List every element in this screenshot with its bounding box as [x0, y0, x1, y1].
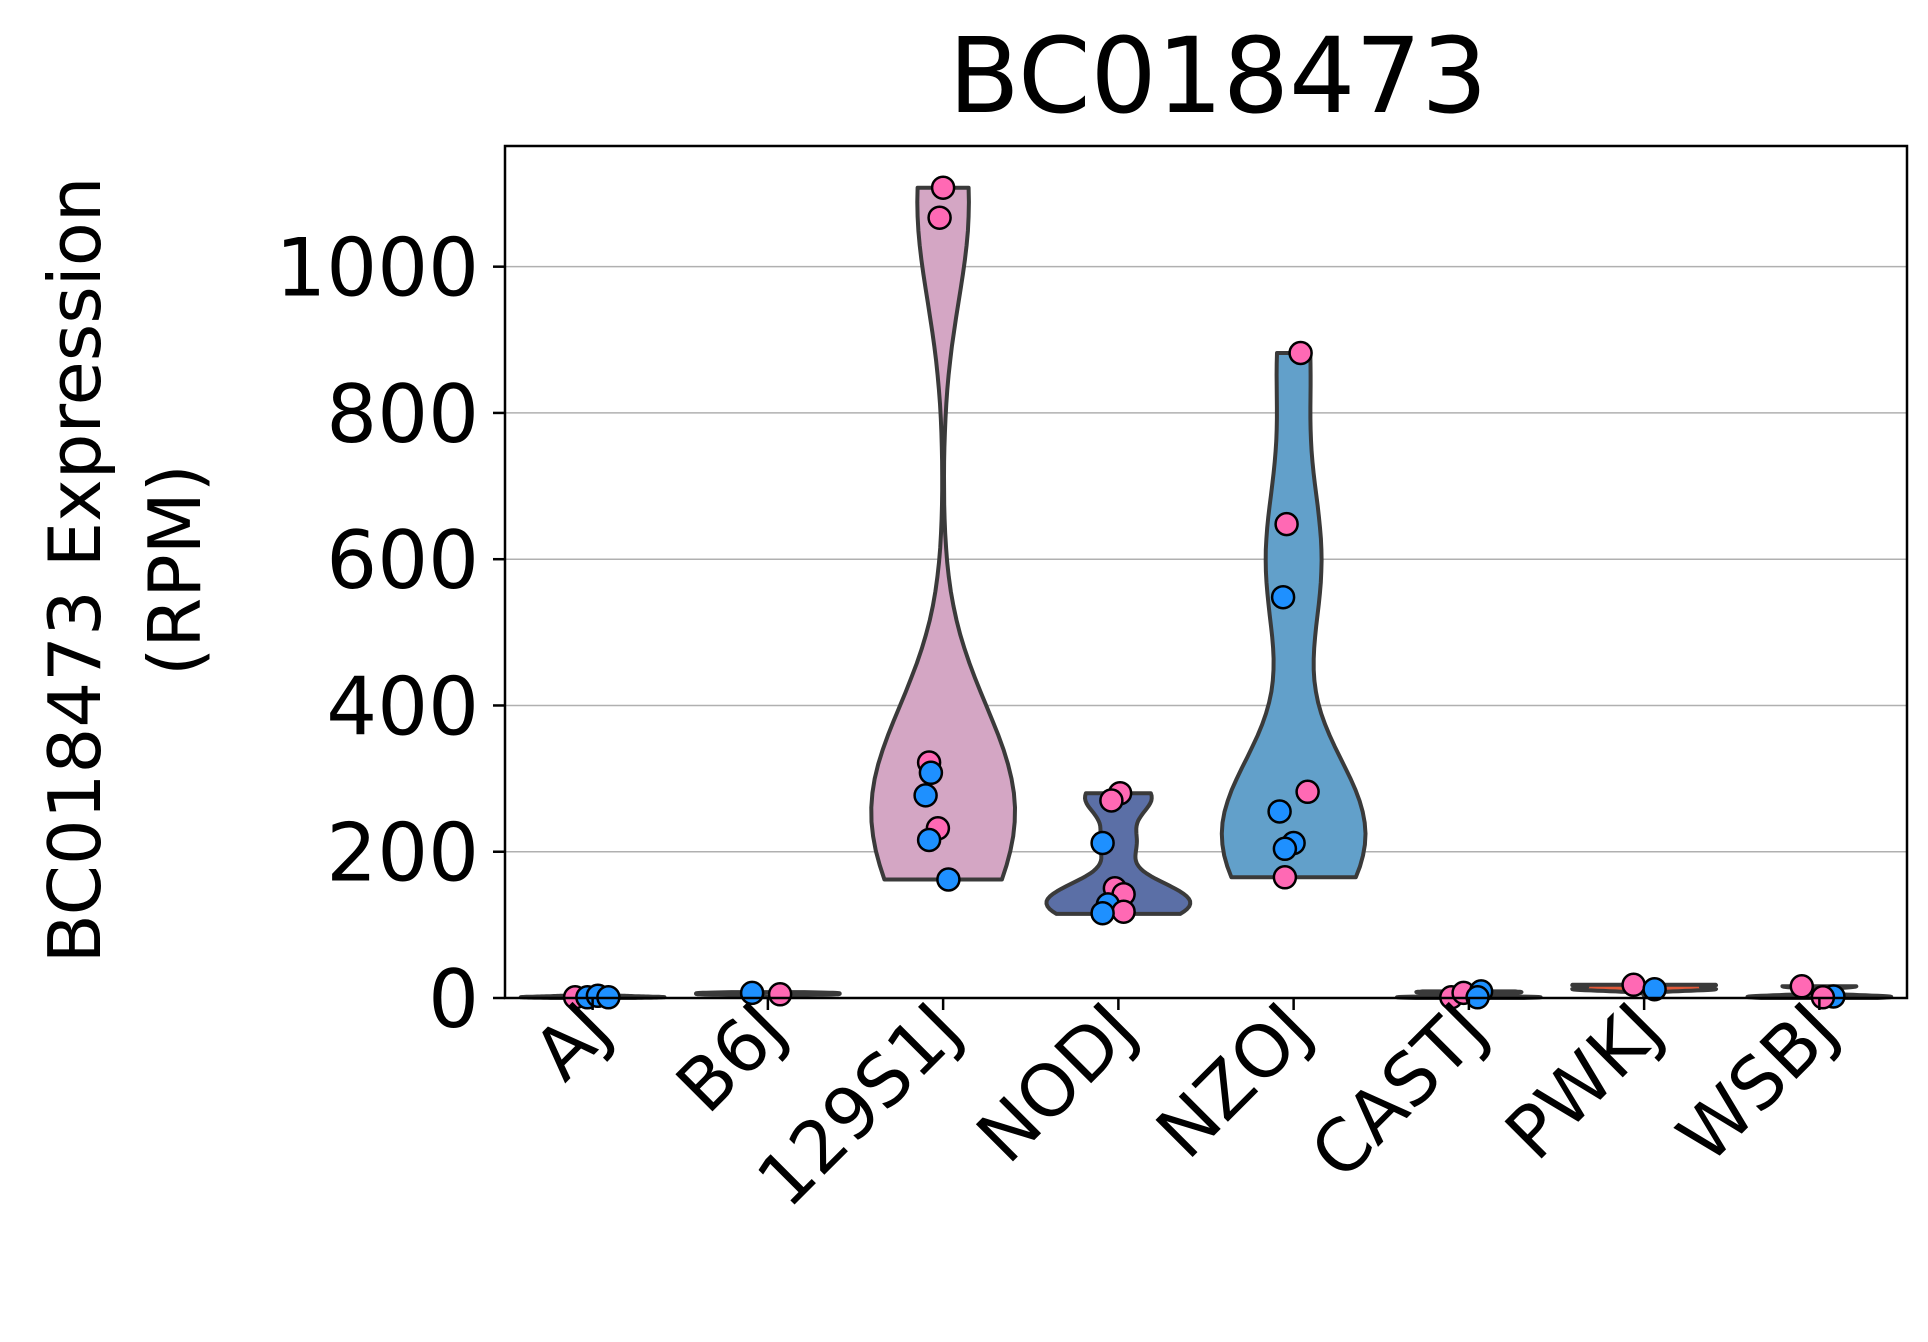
y-tick-label-3: 600	[326, 514, 479, 607]
data-points	[562, 175, 1846, 1010]
point-129S1J-6	[916, 827, 942, 853]
point-PWKJ-0	[1621, 972, 1646, 998]
x-tick-label-CASTJ: CASTJ	[1295, 987, 1503, 1195]
point-NZOJ-6	[1272, 836, 1298, 862]
violin-NZOJ	[1219, 351, 1368, 880]
violin-129S1J	[869, 185, 1017, 882]
violins	[518, 185, 1894, 1000]
point-129S1J-7	[936, 867, 961, 892]
violin-NODJ	[1044, 791, 1193, 916]
violin-B6J	[694, 990, 842, 1000]
y-axis-label-line-2: (RPM)	[133, 464, 217, 676]
x-tick-label-PWKJ: PWKJ	[1489, 987, 1678, 1176]
point-NODJ-7	[1090, 900, 1115, 926]
point-129S1J-4	[913, 783, 938, 808]
point-129S1J-3	[918, 760, 944, 786]
point-129S1J-0	[930, 175, 956, 200]
point-PWKJ-1	[1642, 976, 1667, 1002]
point-NZOJ-7	[1272, 865, 1298, 890]
point-129S1J-1	[927, 205, 952, 230]
chart-title: BC018473	[948, 15, 1487, 137]
y-tick-label-2: 400	[326, 660, 479, 753]
y-tick-label-1: 200	[326, 807, 479, 900]
y-axis-label: BC018473 Expression (RPM)	[33, 177, 217, 964]
y-axis-label-line-1: BC018473 Expression	[33, 177, 117, 964]
point-NODJ-1	[1099, 788, 1124, 813]
x-tick-label-WSBJ: WSBJ	[1661, 987, 1853, 1179]
x-tick-label-NZOJ: NZOJ	[1140, 987, 1327, 1174]
point-NZOJ-4	[1267, 799, 1292, 824]
point-NZOJ-3	[1295, 779, 1320, 805]
y-axis-ticks: 0 200 400 600 800 1000	[275, 222, 505, 1046]
plot-frame	[503, 144, 1909, 1000]
x-tick-label-B6J: B6J	[660, 987, 802, 1129]
point-NODJ-2	[1090, 830, 1115, 856]
y-tick-label-5: 1000	[275, 222, 479, 315]
point-NZOJ-0	[1288, 340, 1313, 366]
point-B6J-1	[767, 982, 793, 1007]
point-NODJ-6	[1111, 899, 1136, 924]
point-NZOJ-1	[1274, 511, 1299, 537]
point-NZOJ-2	[1270, 584, 1296, 610]
y-tick-label-0: 0	[428, 953, 479, 1046]
x-tick-label-NODJ: NODJ	[961, 987, 1153, 1179]
gridlines	[505, 265, 1907, 853]
y-tick-label-4: 800	[326, 368, 479, 461]
